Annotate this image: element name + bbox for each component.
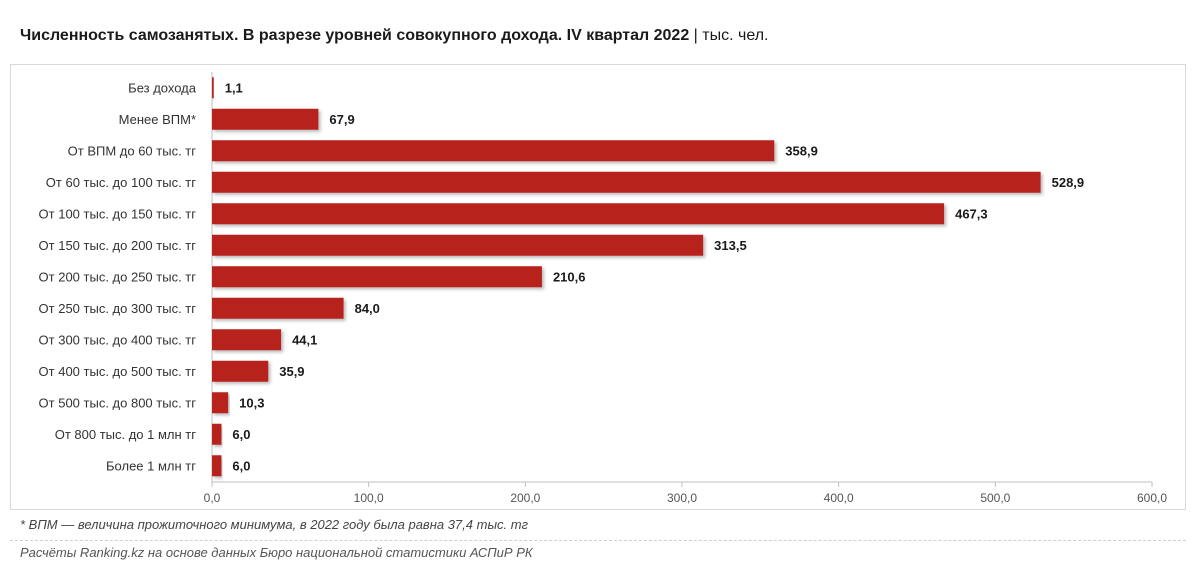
category-label: От 100 тыс. до 150 тыс. тг (39, 206, 197, 221)
x-tick-label: 400,0 (824, 491, 854, 505)
value-label: 84,0 (355, 301, 380, 316)
bar (212, 203, 945, 225)
value-label: 10,3 (239, 395, 264, 410)
value-label: 1,1 (225, 80, 243, 95)
category-label: От 60 тыс. до 100 тыс. тг (46, 175, 196, 190)
category-label: От 150 тыс. до 200 тыс. тг (39, 238, 197, 253)
bar (212, 455, 222, 477)
x-tick-label: 500,0 (980, 491, 1010, 505)
bar (212, 266, 542, 288)
x-tick-label: 200,0 (510, 491, 540, 505)
bar (212, 329, 282, 351)
bar (212, 423, 222, 445)
value-label: 467,3 (955, 206, 988, 221)
source-note: Расчёты Ranking.kz на основе данных Бюро… (20, 545, 533, 560)
category-label: Менее ВПМ* (119, 112, 196, 127)
divider (10, 540, 1186, 541)
category-label: От 300 тыс. до 400 тыс. тг (39, 332, 197, 347)
category-label: От 200 тыс. до 250 тыс. тг (39, 269, 197, 284)
bar (212, 297, 344, 319)
bar (212, 360, 269, 382)
value-label: 528,9 (1052, 175, 1085, 190)
category-label: От 800 тыс. до 1 млн тг (55, 427, 197, 442)
value-label: 358,9 (785, 143, 818, 158)
value-label: 35,9 (279, 364, 304, 379)
value-label: 210,6 (553, 269, 586, 284)
value-label: 67,9 (329, 112, 354, 127)
plot-area: Без дохода 1,1 Менее ВПМ* 67,9 От ВПМ до 60 … (39, 72, 1167, 505)
x-tick-label: 0,0 (204, 491, 221, 505)
category-label: От 500 тыс. до 800 тыс. тг (39, 395, 197, 410)
bar (212, 171, 1041, 193)
bar (212, 392, 229, 414)
value-label: 313,5 (714, 238, 747, 253)
category-label: От 250 тыс. до 300 тыс. тг (39, 301, 197, 316)
x-tick-label: 600,0 (1137, 491, 1167, 505)
chart-title-unit: тыс. чел. (702, 27, 769, 44)
value-label: 6,0 (232, 458, 250, 473)
bar (212, 108, 319, 130)
chart-title-main: Численность самозанятых. В разрезе уровн… (20, 27, 690, 44)
bar (212, 140, 775, 162)
value-label: 6,0 (232, 427, 250, 442)
x-tick-label: 100,0 (354, 491, 384, 505)
category-label: Более 1 млн тг (106, 458, 196, 473)
category-label: От 400 тыс. до 500 тыс. тг (39, 364, 197, 379)
chart-title: Численность самозанятых. В разрезе уровн… (20, 27, 768, 45)
bar-chart: Без дохода 1,1 Менее ВПМ* 67,9 От ВПМ до 60 … (39, 72, 1167, 505)
chart-title-separator: | (693, 27, 698, 44)
category-label: Без дохода (128, 80, 197, 95)
bar (212, 234, 704, 256)
footnote: * ВПМ — величина прожиточного минимума, … (20, 517, 528, 532)
x-tick-label: 300,0 (667, 491, 697, 505)
bar (212, 77, 214, 99)
chart-frame (10, 64, 1186, 510)
value-label: 44,1 (292, 332, 317, 347)
category-label: От ВПМ до 60 тыс. тг (68, 143, 197, 158)
